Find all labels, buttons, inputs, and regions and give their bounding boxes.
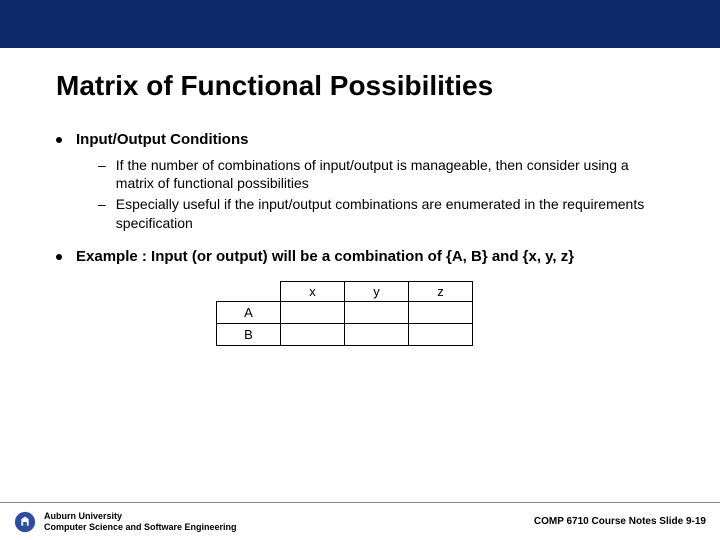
dash-icon: –	[98, 156, 106, 175]
table-row: x y z	[217, 281, 473, 301]
sub-bullet-item: – Especially useful if the input/output …	[98, 195, 664, 233]
university-logo-icon	[14, 511, 36, 533]
table-cell	[409, 301, 473, 323]
dash-icon: –	[98, 195, 106, 214]
table-row-header: A	[217, 301, 281, 323]
matrix-table: x y z A B	[216, 281, 473, 346]
table-corner-cell	[217, 281, 281, 301]
table-cell	[345, 323, 409, 345]
table-col-header: z	[409, 281, 473, 301]
footer-department: Computer Science and Software Engineerin…	[44, 522, 237, 533]
table-col-header: y	[345, 281, 409, 301]
sub-bullet-text: Especially useful if the input/output co…	[116, 195, 664, 233]
bullet-text: Example : Input (or output) will be a co…	[76, 247, 574, 267]
matrix-table-wrap: x y z A B	[216, 281, 664, 346]
table-row: B	[217, 323, 473, 345]
sub-bullet-list: – If the number of combinations of input…	[98, 156, 664, 234]
table-row: A	[217, 301, 473, 323]
table-row-header: B	[217, 323, 281, 345]
page-title: Matrix of Functional Possibilities	[0, 48, 720, 102]
slide-content: Input/Output Conditions – If the number …	[0, 102, 720, 346]
footer-institution: Auburn University	[44, 511, 237, 522]
bullet-dot-icon	[56, 254, 62, 260]
footer-right: COMP 6710 Course Notes Slide 9-19	[534, 516, 706, 527]
sub-bullet-text: If the number of combinations of input/o…	[116, 156, 664, 194]
footer-left: Auburn University Computer Science and S…	[44, 511, 237, 533]
table-cell	[281, 323, 345, 345]
header-bar	[0, 0, 720, 48]
bullet-text: Input/Output Conditions	[76, 130, 248, 150]
sub-bullet-item: – If the number of combinations of input…	[98, 156, 664, 194]
bullet-item: Input/Output Conditions	[56, 130, 664, 150]
table-cell	[409, 323, 473, 345]
table-col-header: x	[281, 281, 345, 301]
bullet-dot-icon	[56, 137, 62, 143]
table-cell	[281, 301, 345, 323]
slide-footer: Auburn University Computer Science and S…	[0, 502, 720, 540]
table-cell	[345, 301, 409, 323]
bullet-item: Example : Input (or output) will be a co…	[56, 247, 664, 267]
